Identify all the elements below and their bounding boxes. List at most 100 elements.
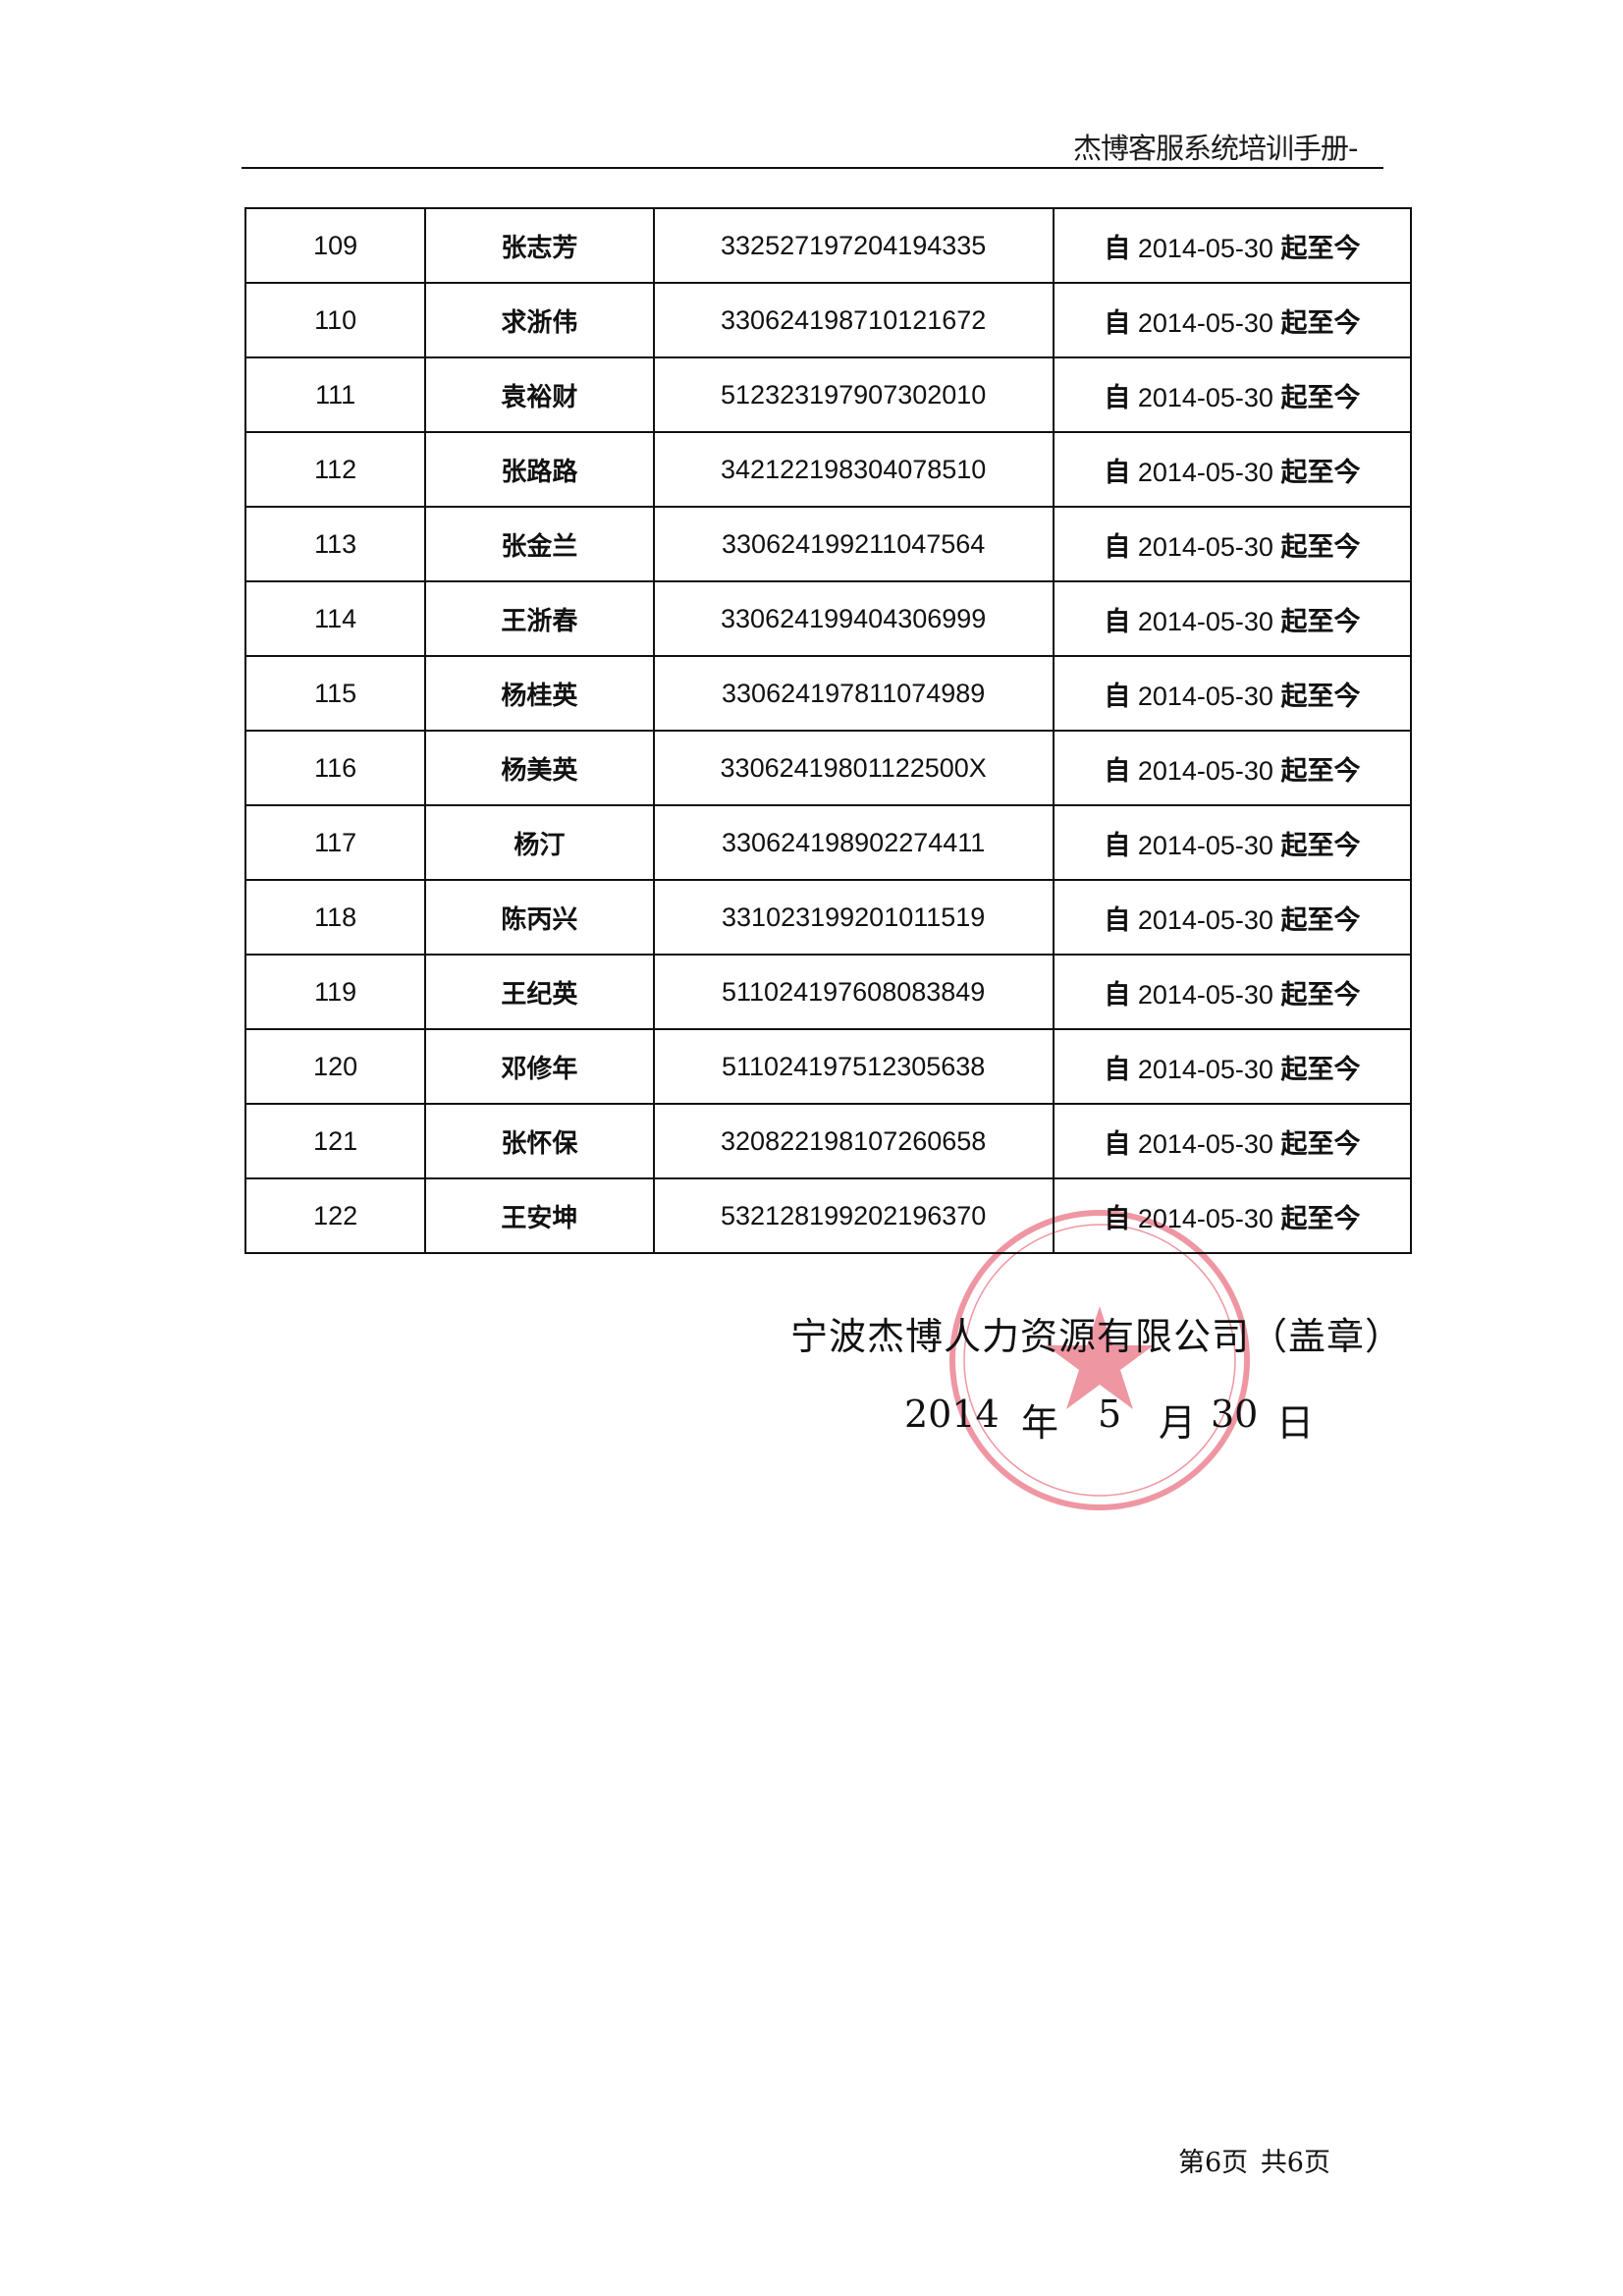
row-number: 118 <box>243 879 427 956</box>
row-id-number: 330624199404306999 <box>652 580 1055 657</box>
table-row: 120 邓修年 511024197512305638 自 2014-05-30 起至今 <box>243 1028 1413 1105</box>
period-prefix: 自 <box>1104 830 1131 861</box>
table-row: 113 张金兰 330624199211047564 自 2014-05-30 起至今 <box>243 506 1413 582</box>
period-date: 2014-05-30 <box>1137 755 1273 786</box>
roster-table: 109 张志芳 332527197204194335 自 2014-05-30 起至今… <box>243 207 1413 1254</box>
row-name: 杨美英 <box>424 730 655 806</box>
row-number: 117 <box>243 804 427 881</box>
period-suffix: 起至今 <box>1280 382 1361 413</box>
row-number: 113 <box>243 506 427 582</box>
table-row: 121 张怀保 320822198107260658 自 2014-05-30 起至今 <box>243 1103 1413 1179</box>
row-period: 自 2014-05-30 起至今 <box>1052 954 1413 1030</box>
period-suffix: 起至今 <box>1280 904 1361 936</box>
table-row: 110 求浙伟 330624198710121672 自 2014-05-30 起至今 <box>243 282 1413 358</box>
row-number: 112 <box>243 431 427 508</box>
period-suffix: 起至今 <box>1280 979 1361 1011</box>
table-row: 115 杨桂英 330624197811074989 自 2014-05-30 起至今 <box>243 655 1413 732</box>
seal-star-icon <box>1046 1306 1154 1409</box>
row-id-number: 331023199201011519 <box>652 879 1055 956</box>
period-date: 2014-05-30 <box>1137 307 1273 338</box>
row-period: 自 2014-05-30 起至今 <box>1052 1028 1413 1105</box>
row-name: 张路路 <box>424 431 655 508</box>
period-suffix: 起至今 <box>1280 1128 1361 1160</box>
row-number: 121 <box>243 1103 427 1179</box>
row-number: 115 <box>243 655 427 732</box>
page-total: 共6页 <box>1260 2148 1330 2178</box>
period-suffix: 起至今 <box>1280 233 1361 264</box>
sign-day-label: 日 <box>1276 1401 1315 1445</box>
period-suffix: 起至今 <box>1280 606 1361 637</box>
row-period: 自 2014-05-30 起至今 <box>1052 580 1413 657</box>
row-name: 杨汀 <box>424 804 655 881</box>
table-row: 109 张志芳 332527197204194335 自 2014-05-30 起至今 <box>243 207 1413 284</box>
period-date: 2014-05-30 <box>1137 904 1273 935</box>
row-name: 陈丙兴 <box>424 879 655 956</box>
period-date: 2014-05-30 <box>1137 830 1273 860</box>
row-id-number: 332527197204194335 <box>652 207 1055 284</box>
period-prefix: 自 <box>1104 1054 1131 1085</box>
period-suffix: 起至今 <box>1280 830 1361 861</box>
period-suffix: 起至今 <box>1280 1203 1361 1234</box>
row-name: 邓修年 <box>424 1028 655 1105</box>
period-date: 2014-05-30 <box>1137 1203 1273 1233</box>
period-prefix: 自 <box>1104 233 1131 264</box>
row-name: 杨桂英 <box>424 655 655 732</box>
table-row: 111 袁裕财 512323197907302010 自 2014-05-30 起至今 <box>243 356 1413 433</box>
row-name: 袁裕财 <box>424 356 655 433</box>
row-id-number: 330624198710121672 <box>652 282 1055 358</box>
table-row: 114 王浙春 330624199404306999 自 2014-05-30 起至今 <box>243 580 1413 657</box>
row-period: 自 2014-05-30 起至今 <box>1052 282 1413 358</box>
period-date: 2014-05-30 <box>1137 1054 1273 1084</box>
period-prefix: 自 <box>1104 531 1131 563</box>
period-date: 2014-05-30 <box>1137 233 1273 263</box>
period-date: 2014-05-30 <box>1137 606 1273 636</box>
row-id-number: 320822198107260658 <box>652 1103 1055 1179</box>
row-id-number: 33062419801122500X <box>652 730 1055 806</box>
header-rule <box>242 167 1383 169</box>
row-number: 114 <box>243 580 427 657</box>
row-id-number: 511024197608083849 <box>652 954 1055 1030</box>
row-number: 111 <box>243 356 427 433</box>
row-period: 自 2014-05-30 起至今 <box>1052 207 1413 284</box>
sign-day: 30 <box>1211 1393 1259 1436</box>
row-name: 张怀保 <box>424 1103 655 1179</box>
table-row: 118 陈丙兴 331023199201011519 自 2014-05-30 起至今 <box>243 879 1413 956</box>
period-suffix: 起至今 <box>1280 755 1361 787</box>
table-row: 119 王纪英 511024197608083849 自 2014-05-30 起至今 <box>243 954 1413 1030</box>
period-prefix: 自 <box>1104 382 1131 413</box>
period-date: 2014-05-30 <box>1137 531 1273 562</box>
period-prefix: 自 <box>1104 1203 1131 1234</box>
period-suffix: 起至今 <box>1280 681 1361 712</box>
period-suffix: 起至今 <box>1280 531 1361 563</box>
row-name: 张志芳 <box>424 207 655 284</box>
period-prefix: 自 <box>1104 681 1131 712</box>
row-period: 自 2014-05-30 起至今 <box>1052 431 1413 508</box>
row-name: 求浙伟 <box>424 282 655 358</box>
sign-month: 5 <box>1098 1393 1122 1436</box>
row-id-number: 532128199202196370 <box>652 1177 1055 1254</box>
table-row: 117 杨汀 330624198902274411 自 2014-05-30 起至今 <box>243 804 1413 881</box>
period-date: 2014-05-30 <box>1137 1128 1273 1159</box>
row-number: 116 <box>243 730 427 806</box>
row-number: 122 <box>243 1177 427 1254</box>
row-period: 自 2014-05-30 起至今 <box>1052 879 1413 956</box>
page-number: 第6页 <box>1178 2148 1249 2178</box>
table-row: 116 杨美英 33062419801122500X 自 2014-05-30 起至今 <box>243 730 1413 806</box>
period-prefix: 自 <box>1104 307 1131 339</box>
company-signature: 宁波杰博人力资源有限公司（盖章） <box>790 1315 1404 1358</box>
row-name: 王浙春 <box>424 580 655 657</box>
row-name: 王纪英 <box>424 954 655 1030</box>
row-id-number: 512323197907302010 <box>652 356 1055 433</box>
period-suffix: 起至今 <box>1280 307 1361 339</box>
row-id-number: 511024197512305638 <box>652 1028 1055 1105</box>
row-period: 自 2014-05-30 起至今 <box>1052 1103 1413 1179</box>
period-suffix: 起至今 <box>1280 457 1361 488</box>
row-period: 自 2014-05-30 起至今 <box>1052 1177 1413 1254</box>
row-name: 王安坤 <box>424 1177 655 1254</box>
period-date: 2014-05-30 <box>1137 457 1273 487</box>
row-id-number: 330624197811074989 <box>652 655 1055 732</box>
row-id-number: 330624198902274411 <box>652 804 1055 881</box>
row-period: 自 2014-05-30 起至今 <box>1052 804 1413 881</box>
row-period: 自 2014-05-30 起至今 <box>1052 730 1413 806</box>
row-number: 119 <box>243 954 427 1030</box>
